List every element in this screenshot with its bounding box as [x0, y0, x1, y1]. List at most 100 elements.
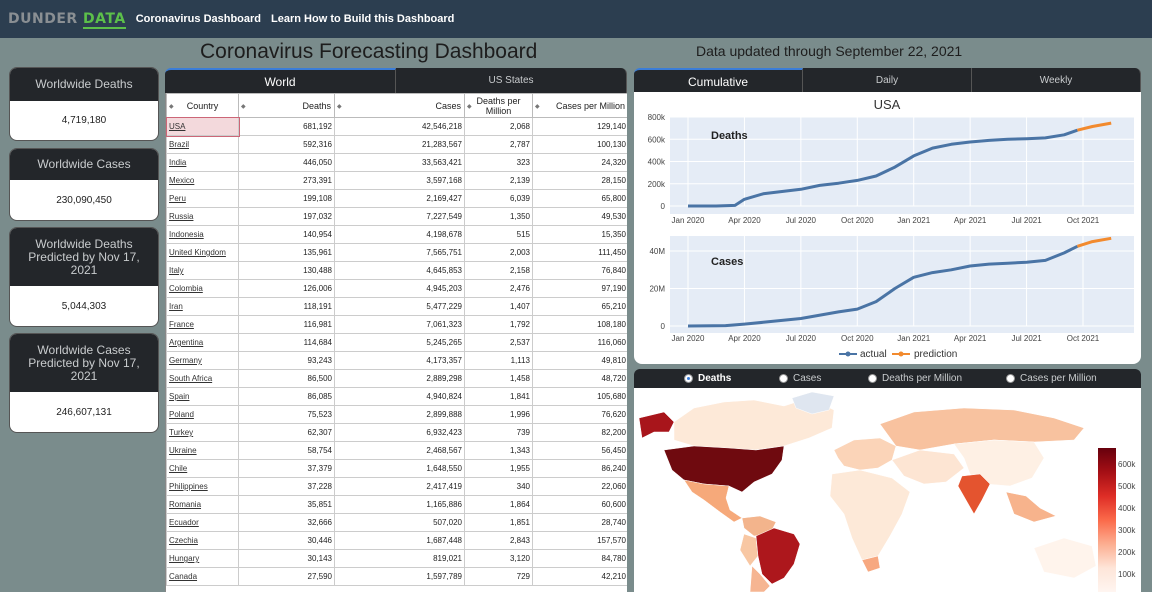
value-cell[interactable]: 446,050 [238, 153, 335, 172]
value-cell[interactable]: 33,563,421 [334, 153, 465, 172]
world-map[interactable] [634, 388, 1141, 592]
value-cell[interactable]: 82,200 [532, 423, 627, 442]
value-cell[interactable]: 739 [464, 423, 533, 442]
value-cell[interactable]: 6,039 [464, 189, 533, 208]
radio-deaths-per-million[interactable]: Deaths per Million [868, 373, 962, 384]
tab-world[interactable]: World [165, 68, 396, 93]
table-row[interactable]: Argentina 114,684 5,245,265 2,537 116,060 [166, 333, 627, 352]
value-cell[interactable]: 24,320 [532, 153, 627, 172]
legend-actual-label[interactable]: actual [860, 349, 887, 360]
value-cell[interactable]: 273,391 [238, 171, 335, 190]
country-cell[interactable]: Brazil [166, 135, 239, 154]
country-cell[interactable]: Czechia [166, 531, 239, 550]
value-cell[interactable]: 199,108 [238, 189, 335, 208]
map-region-middle-east[interactable] [891, 449, 965, 485]
value-cell[interactable]: 60,600 [532, 495, 627, 514]
table-row[interactable]: Chile 37,379 1,648,550 1,955 86,240 [166, 459, 627, 478]
value-cell[interactable]: 140,954 [238, 225, 335, 244]
value-cell[interactable]: 1,687,448 [334, 531, 465, 550]
cases-series-prediction[interactable] [1076, 236, 1112, 248]
table-row[interactable]: Colombia 126,006 4,945,203 2,476 97,190 [166, 279, 627, 298]
map-region-brazil[interactable] [755, 527, 801, 585]
value-cell[interactable]: 28,740 [532, 513, 627, 532]
value-cell[interactable]: 42,546,218 [334, 117, 465, 136]
value-cell[interactable]: 1,792 [464, 315, 533, 334]
value-cell[interactable]: 86,085 [238, 387, 335, 406]
table-row[interactable]: Indonesia 140,954 4,198,678 515 15,350 [166, 225, 627, 244]
deaths-series-actual[interactable] [688, 128, 1078, 208]
value-cell[interactable]: 1,851 [464, 513, 533, 532]
value-cell[interactable]: 76,840 [532, 261, 627, 280]
value-cell[interactable]: 819,021 [334, 549, 465, 568]
nav-link-dashboard[interactable]: Coronavirus Dashboard [135, 13, 262, 25]
deaths-series-prediction[interactable] [1077, 121, 1112, 132]
value-cell[interactable]: 340 [464, 477, 533, 496]
value-cell[interactable]: 84,780 [532, 549, 627, 568]
table-row[interactable]: Germany 93,243 4,173,357 1,113 49,810 [166, 351, 627, 370]
radio-icon[interactable] [868, 374, 877, 383]
value-cell[interactable]: 157,570 [532, 531, 627, 550]
country-cell[interactable]: France [166, 315, 239, 334]
value-cell[interactable]: 135,961 [238, 243, 335, 262]
value-cell[interactable]: 37,228 [238, 477, 335, 496]
map-region-australia[interactable] [1033, 537, 1097, 579]
value-cell[interactable]: 30,446 [238, 531, 335, 550]
value-cell[interactable]: 323 [464, 153, 533, 172]
value-cell[interactable]: 65,210 [532, 297, 627, 316]
map-region-africa[interactable] [829, 469, 911, 561]
value-cell[interactable]: 2,843 [464, 531, 533, 550]
value-cell[interactable]: 114,684 [238, 333, 335, 352]
radio-icon[interactable] [779, 374, 788, 383]
value-cell[interactable]: 2,003 [464, 243, 533, 262]
value-cell[interactable]: 197,032 [238, 207, 335, 226]
value-cell[interactable]: 129,140 [532, 117, 627, 136]
value-cell[interactable]: 100,130 [532, 135, 627, 154]
radio-cases-per-million[interactable]: Cases per Million [1006, 373, 1097, 384]
value-cell[interactable]: 1,113 [464, 351, 533, 370]
value-cell[interactable]: 5,245,265 [334, 333, 465, 352]
value-cell[interactable]: 7,565,751 [334, 243, 465, 262]
value-cell[interactable]: 75,523 [238, 405, 335, 424]
value-cell[interactable]: 21,283,567 [334, 135, 465, 154]
table-row[interactable]: Canada 27,590 1,597,789 729 42,210 [166, 567, 627, 586]
column-header-deaths-per-million[interactable]: ◆ Deaths per Million [464, 93, 533, 118]
value-cell[interactable]: 116,981 [238, 315, 335, 334]
table-row[interactable]: Hungary 30,143 819,021 3,120 84,780 [166, 549, 627, 568]
value-cell[interactable]: 2,537 [464, 333, 533, 352]
value-cell[interactable]: 2,169,427 [334, 189, 465, 208]
value-cell[interactable]: 2,476 [464, 279, 533, 298]
value-cell[interactable]: 2,787 [464, 135, 533, 154]
map-region-india[interactable] [957, 473, 991, 515]
value-cell[interactable]: 6,932,423 [334, 423, 465, 442]
tab-cumulative[interactable]: Cumulative [634, 68, 803, 93]
value-cell[interactable]: 93,243 [238, 351, 335, 370]
value-cell[interactable]: 37,379 [238, 459, 335, 478]
table-row[interactable]: Mexico 273,391 3,597,168 2,139 28,150 [166, 171, 627, 190]
brand-logo[interactable]: DUNDER DATA [8, 11, 126, 29]
map-region-usa[interactable] [663, 445, 785, 493]
table-row[interactable]: Poland 75,523 2,899,888 1,996 76,620 [166, 405, 627, 424]
value-cell[interactable]: 22,060 [532, 477, 627, 496]
table-row[interactable]: Philippines 37,228 2,417,419 340 22,060 [166, 477, 627, 496]
value-cell[interactable]: 56,450 [532, 441, 627, 460]
value-cell[interactable]: 27,590 [238, 567, 335, 586]
map-region-europe[interactable] [833, 437, 897, 471]
map-region-greenland[interactable] [791, 391, 835, 415]
value-cell[interactable]: 108,180 [532, 315, 627, 334]
value-cell[interactable]: 111,450 [532, 243, 627, 262]
value-cell[interactable]: 1,343 [464, 441, 533, 460]
column-header-country[interactable]: ◆ Country [166, 93, 239, 118]
country-cell[interactable]: Ukraine [166, 441, 239, 460]
value-cell[interactable]: 35,851 [238, 495, 335, 514]
country-cell[interactable]: Ecuador [166, 513, 239, 532]
tab-daily[interactable]: Daily [803, 68, 972, 93]
value-cell[interactable]: 4,173,357 [334, 351, 465, 370]
country-cell[interactable]: Romania [166, 495, 239, 514]
table-row[interactable]: Czechia 30,446 1,687,448 2,843 157,570 [166, 531, 627, 550]
table-row[interactable]: Brazil 592,316 21,283,567 2,787 100,130 [166, 135, 627, 154]
value-cell[interactable]: 681,192 [238, 117, 335, 136]
value-cell[interactable]: 116,060 [532, 333, 627, 352]
table-row[interactable]: United Kingdom 135,961 7,565,751 2,003 111,4… [166, 243, 627, 262]
value-cell[interactable]: 592,316 [238, 135, 335, 154]
column-header-cases[interactable]: ◆ Cases [334, 93, 465, 118]
